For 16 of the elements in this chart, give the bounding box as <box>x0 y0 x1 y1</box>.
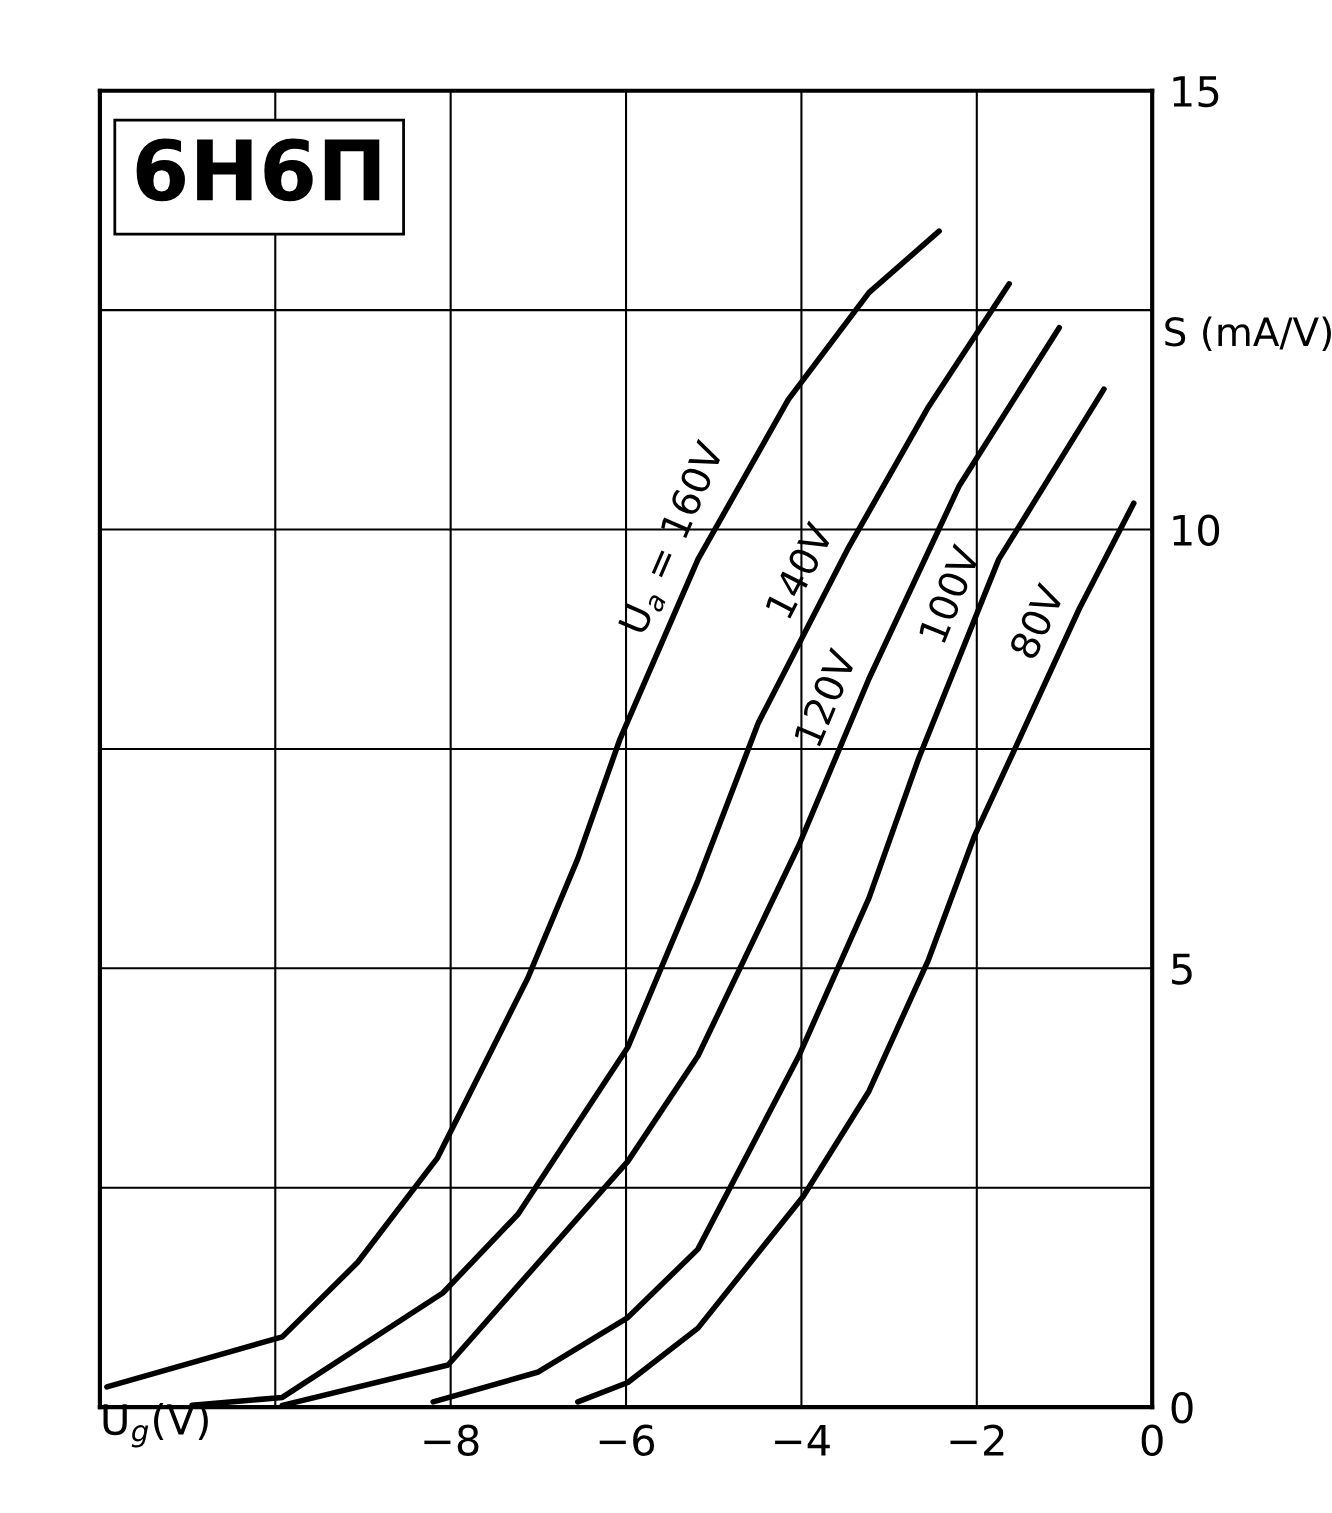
text: 80V <box>1008 581 1066 661</box>
y-tick-label: 15 <box>1173 76 1219 108</box>
x-tick-label: −6 <box>599 1424 655 1457</box>
x-tick-label: −8 <box>424 1424 479 1457</box>
x-tick-label: −4 <box>775 1425 830 1456</box>
x-tick-label: −2 <box>950 1424 1004 1456</box>
text: U$_{a}$ = 160V <box>617 438 731 638</box>
y-axis-title: S (mA/V) <box>1165 316 1331 352</box>
x-tick-label: 0 <box>1141 1424 1163 1457</box>
y-tick-label: 10 <box>1173 514 1220 546</box>
text: 100V <box>917 543 982 644</box>
text: 120V <box>793 646 858 747</box>
chart-title: 6Н6П <box>136 138 380 202</box>
y-tick-label: 5 <box>1172 953 1192 985</box>
text: 140V <box>764 520 835 620</box>
y-tick-label: 0 <box>1171 1392 1193 1424</box>
